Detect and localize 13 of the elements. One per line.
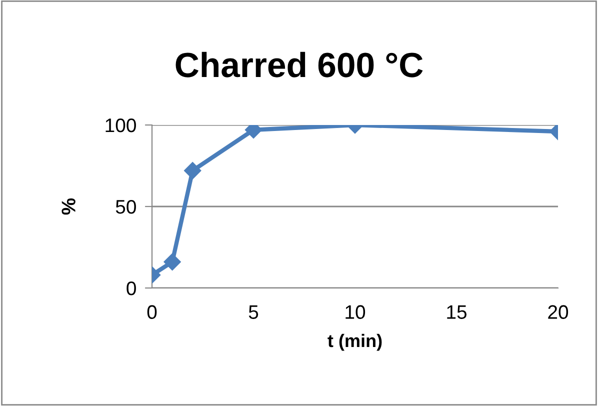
chart-title: Charred 600 °C bbox=[176, 52, 423, 78]
y-tick-label: 0 bbox=[126, 281, 136, 296]
x-tick-label: 0 bbox=[147, 305, 157, 319]
x-tick-label: 10 bbox=[346, 305, 366, 319]
point bbox=[184, 162, 202, 180]
y-tick-label: 100 bbox=[106, 118, 136, 132]
point bbox=[164, 253, 181, 270]
y-tick-label: 50 bbox=[116, 200, 136, 214]
y-axis-title: % bbox=[62, 198, 76, 215]
x-tick-label: 20 bbox=[548, 305, 568, 319]
x-tick-label: 5 bbox=[248, 305, 258, 319]
x-tick-label: 15 bbox=[447, 305, 466, 319]
x-axis-title: t (min) bbox=[328, 334, 382, 351]
